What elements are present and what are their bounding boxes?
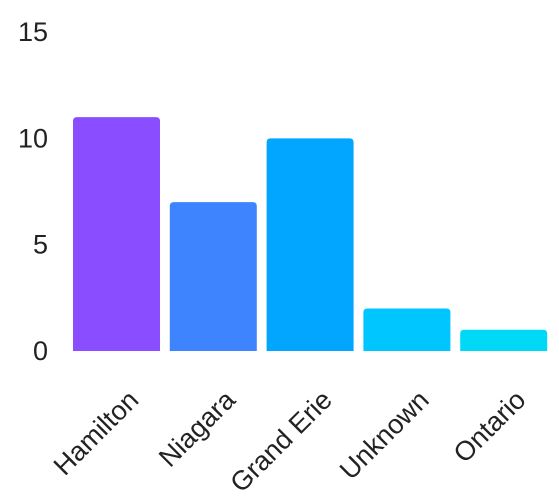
x-tick-label-hamilton: Hamilton <box>48 385 145 482</box>
bars <box>73 117 548 351</box>
y-axis-ticks: 0 5 10 15 <box>18 17 48 366</box>
bar-niagara <box>169 202 257 351</box>
bar-unknown <box>363 308 451 351</box>
x-tick-label-niagara: Niagara <box>153 384 242 473</box>
bar-hamilton <box>73 117 160 351</box>
bar-grand-erie <box>266 138 354 351</box>
y-tick-label-15: 15 <box>18 17 48 47</box>
bar-ontario <box>460 329 548 351</box>
y-tick-label-10: 10 <box>18 123 48 153</box>
x-tick-label-ontario: Ontario <box>448 385 532 469</box>
x-tick-label-grand-erie: Grand Erie <box>224 385 338 497</box>
x-tick-label-unknown: Unknown <box>334 385 435 486</box>
y-tick-label-0: 0 <box>33 336 48 366</box>
y-tick-label-5: 5 <box>33 230 48 260</box>
